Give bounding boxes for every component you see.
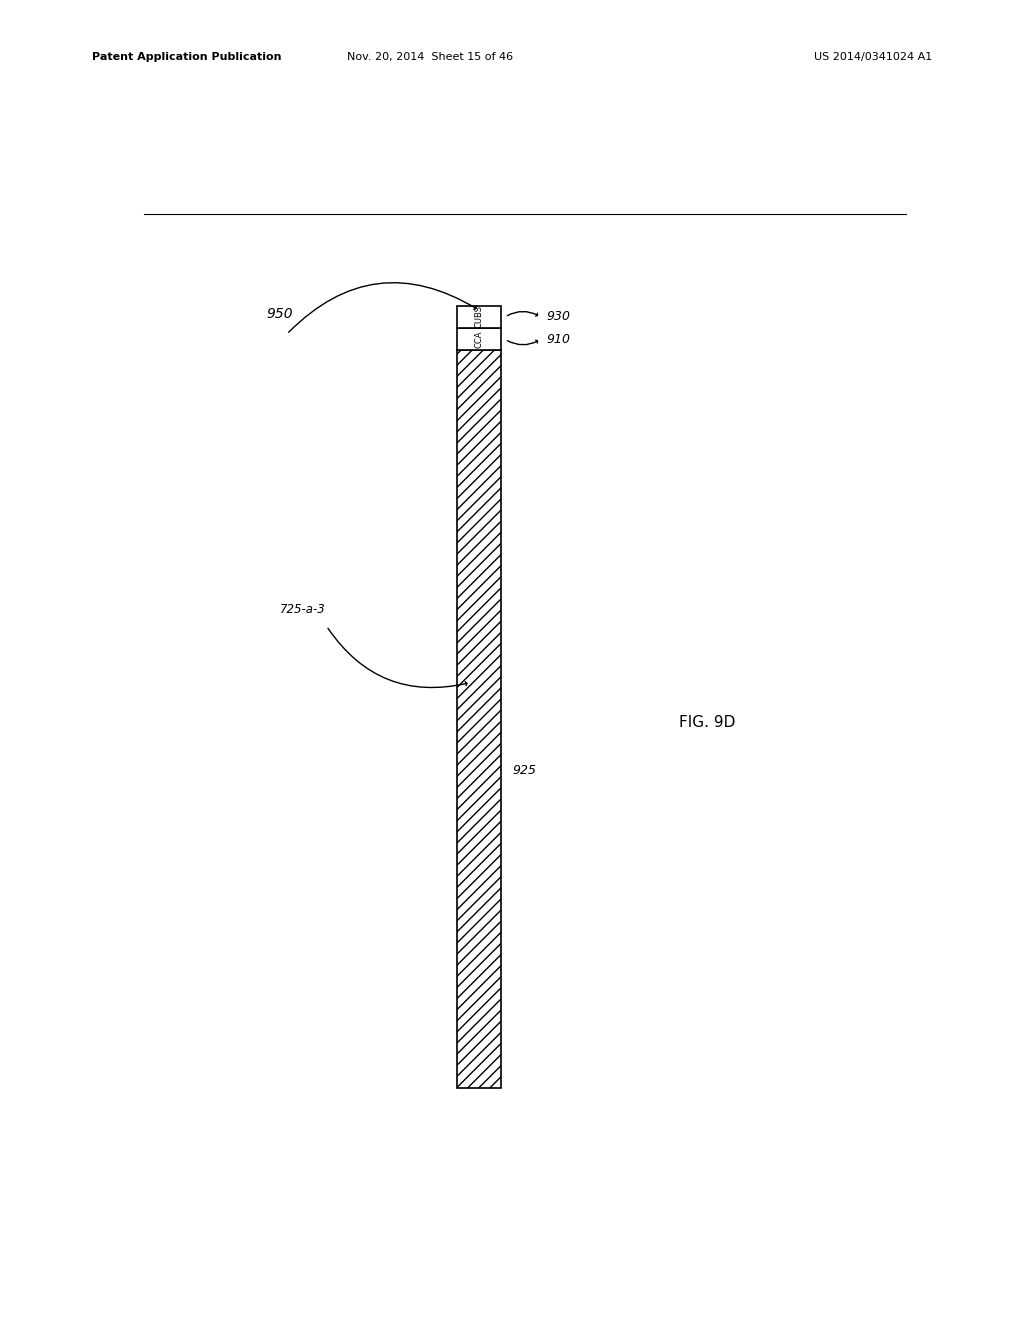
Text: FIG. 9D: FIG. 9D bbox=[679, 715, 735, 730]
Bar bbox=[458, 306, 501, 329]
Bar bbox=[458, 329, 501, 351]
Text: 910: 910 bbox=[546, 333, 570, 346]
Text: 930: 930 bbox=[546, 310, 570, 323]
Text: Nov. 20, 2014  Sheet 15 of 46: Nov. 20, 2014 Sheet 15 of 46 bbox=[347, 51, 513, 62]
Text: Patent Application Publication: Patent Application Publication bbox=[92, 51, 282, 62]
Text: CUBS: CUBS bbox=[475, 305, 483, 329]
Text: US 2014/0341024 A1: US 2014/0341024 A1 bbox=[814, 51, 932, 62]
Text: 725-a-3: 725-a-3 bbox=[280, 603, 326, 615]
Text: CCA: CCA bbox=[475, 330, 483, 348]
Text: 925: 925 bbox=[513, 764, 537, 776]
Bar bbox=[458, 351, 501, 1089]
Text: 950: 950 bbox=[267, 308, 294, 321]
